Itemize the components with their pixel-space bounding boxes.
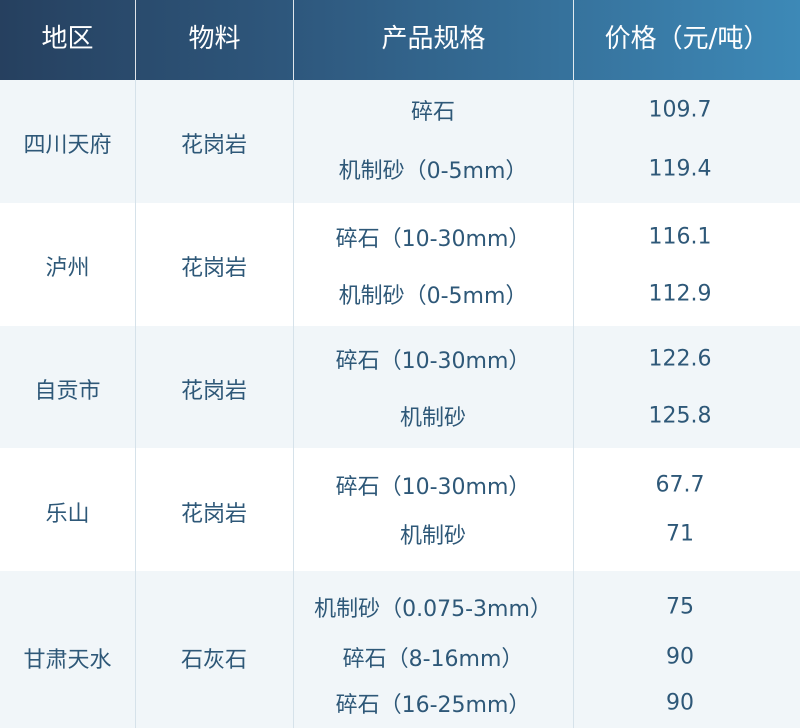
region-cell: 甘肃天水 xyxy=(23,648,112,673)
material-cell: 花岗岩 xyxy=(180,256,247,281)
header-region: 地区 xyxy=(0,0,136,80)
price-cell: 116.1 xyxy=(648,224,712,250)
column-divider xyxy=(573,80,574,728)
header-spec: 产品规格 xyxy=(294,0,574,80)
spec-cell: 碎石（8-16mm） xyxy=(342,647,524,672)
region-cell: 自贡市 xyxy=(34,379,101,404)
price-cell: 119.4 xyxy=(648,156,712,182)
header-price: 价格（元/吨） xyxy=(604,24,770,54)
price-cell: 90 xyxy=(666,644,694,670)
column-divider xyxy=(293,80,294,728)
table-row-group xyxy=(0,326,800,448)
region-cell: 四川天府 xyxy=(23,133,112,158)
table-header: 地区 物料 产品规格 价格（元/吨） xyxy=(0,0,800,80)
table-row-group xyxy=(0,80,800,203)
spec-cell: 碎石（10-30mm） xyxy=(335,349,531,374)
price-cell: 122.6 xyxy=(648,346,712,372)
price-cell: 71 xyxy=(666,521,694,547)
table-row-group xyxy=(0,571,800,728)
spec-cell: 碎石（16-25mm） xyxy=(335,693,531,718)
material-cell: 花岗岩 xyxy=(180,502,247,527)
spec-cell: 碎石（10-30mm） xyxy=(335,475,531,500)
price-cell: 90 xyxy=(666,690,694,716)
price-cell: 125.8 xyxy=(648,403,712,429)
column-divider xyxy=(135,80,136,728)
spec-cell: 机制砂（0.075-3mm） xyxy=(314,597,552,622)
spec-cell: 碎石 xyxy=(410,100,455,125)
spec-cell: 机制砂 xyxy=(399,524,466,549)
header-material: 物料 xyxy=(136,0,294,80)
spec-cell: 碎石（10-30mm） xyxy=(335,227,531,252)
region-cell: 乐山 xyxy=(45,502,90,527)
price-cell: 109.7 xyxy=(648,97,712,123)
spec-cell: 机制砂（0-5mm） xyxy=(338,159,528,184)
material-cell: 石灰石 xyxy=(180,648,247,673)
region-cell: 泸州 xyxy=(45,256,90,281)
price-cell: 112.9 xyxy=(648,281,712,307)
price-cell: 75 xyxy=(666,594,694,620)
material-cell: 花岗岩 xyxy=(180,379,247,404)
material-cell: 花岗岩 xyxy=(180,133,247,158)
spec-cell: 机制砂 xyxy=(399,406,466,431)
spec-cell: 机制砂（0-5mm） xyxy=(338,284,528,309)
price-cell: 67.7 xyxy=(655,472,705,498)
